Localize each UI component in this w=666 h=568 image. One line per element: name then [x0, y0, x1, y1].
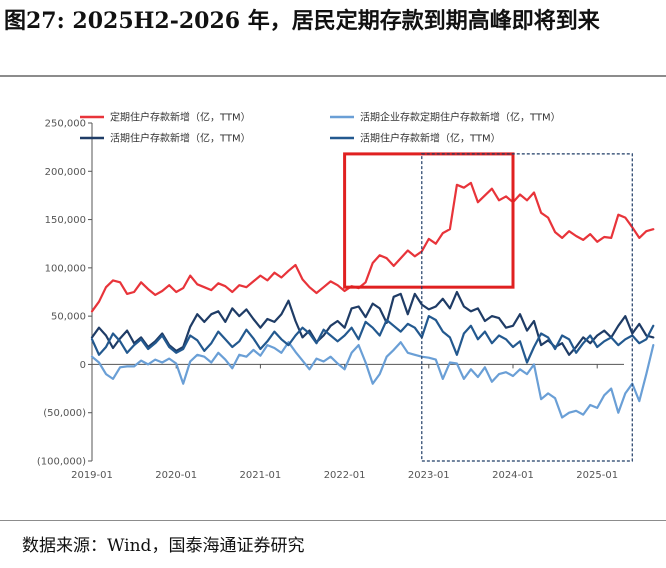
highlight-box-dashed: [421, 153, 633, 462]
y-tick-label: 0: [80, 360, 86, 371]
legend-label: 活期住户存款新增（亿，TTM）: [110, 132, 251, 145]
y-tick-label: (100,000): [37, 457, 86, 468]
legend-label: 活期企业存款定期住户存款新增（亿，TTM）: [360, 111, 561, 124]
x-tick-label: 2024-01: [492, 470, 534, 481]
y-tick-label: 50,000: [51, 312, 86, 323]
figure-title: 图27: 2025H2-2026 年，居民定期存款到期高峰即将到来: [4, 8, 600, 34]
series-line-0: [90, 181, 655, 313]
y-tick-label: 100,000: [45, 263, 86, 274]
x-tick-label: 2021-01: [240, 470, 282, 481]
x-axis-ticks: 2019-01 2020-01 2021-01 2022-01 2023-01 2024-…: [71, 364, 618, 481]
legend: 定期住户存款新增（亿，TTM） 活期企业存款定期住户存款新增（亿，TTM） 活期住户…: [80, 111, 561, 145]
y-tick-label: (50,000): [43, 408, 86, 419]
x-tick-label: 2025-01: [576, 470, 618, 481]
legend-label: 定期住户存款新增（亿，TTM）: [110, 111, 251, 124]
x-tick-label: 2020-01: [155, 470, 197, 481]
series-line-2: [90, 290, 655, 356]
y-tick-label: 200,000: [45, 167, 86, 178]
y-tick-label: 150,000: [45, 215, 86, 226]
y-tick-label: 250,000: [45, 119, 86, 130]
series-line-1: [90, 341, 655, 419]
legend-label: 活期住户存款新增（亿，TTM）: [360, 132, 501, 145]
title-divider: [0, 75, 666, 77]
highlight-box-solid: [343, 152, 515, 289]
highlight-boxes: [343, 152, 633, 462]
x-tick-label: 2022-01: [324, 470, 366, 481]
source-note: 数据来源：Wind，国泰海通证券研究: [22, 536, 305, 556]
series-line-3: [90, 315, 655, 364]
y-axis-ticks: 250,000 200,000 150,000 100,000 50,000 0 (50,0…: [37, 119, 92, 468]
deposit-chart: 250,000 200,000 150,000 100,000 50,000 0 (50,0…: [37, 111, 655, 481]
x-tick-label: 2019-01: [71, 470, 113, 481]
source-divider: [0, 520, 666, 521]
x-tick-label: 2023-01: [408, 470, 450, 481]
series-layer: [90, 181, 655, 419]
